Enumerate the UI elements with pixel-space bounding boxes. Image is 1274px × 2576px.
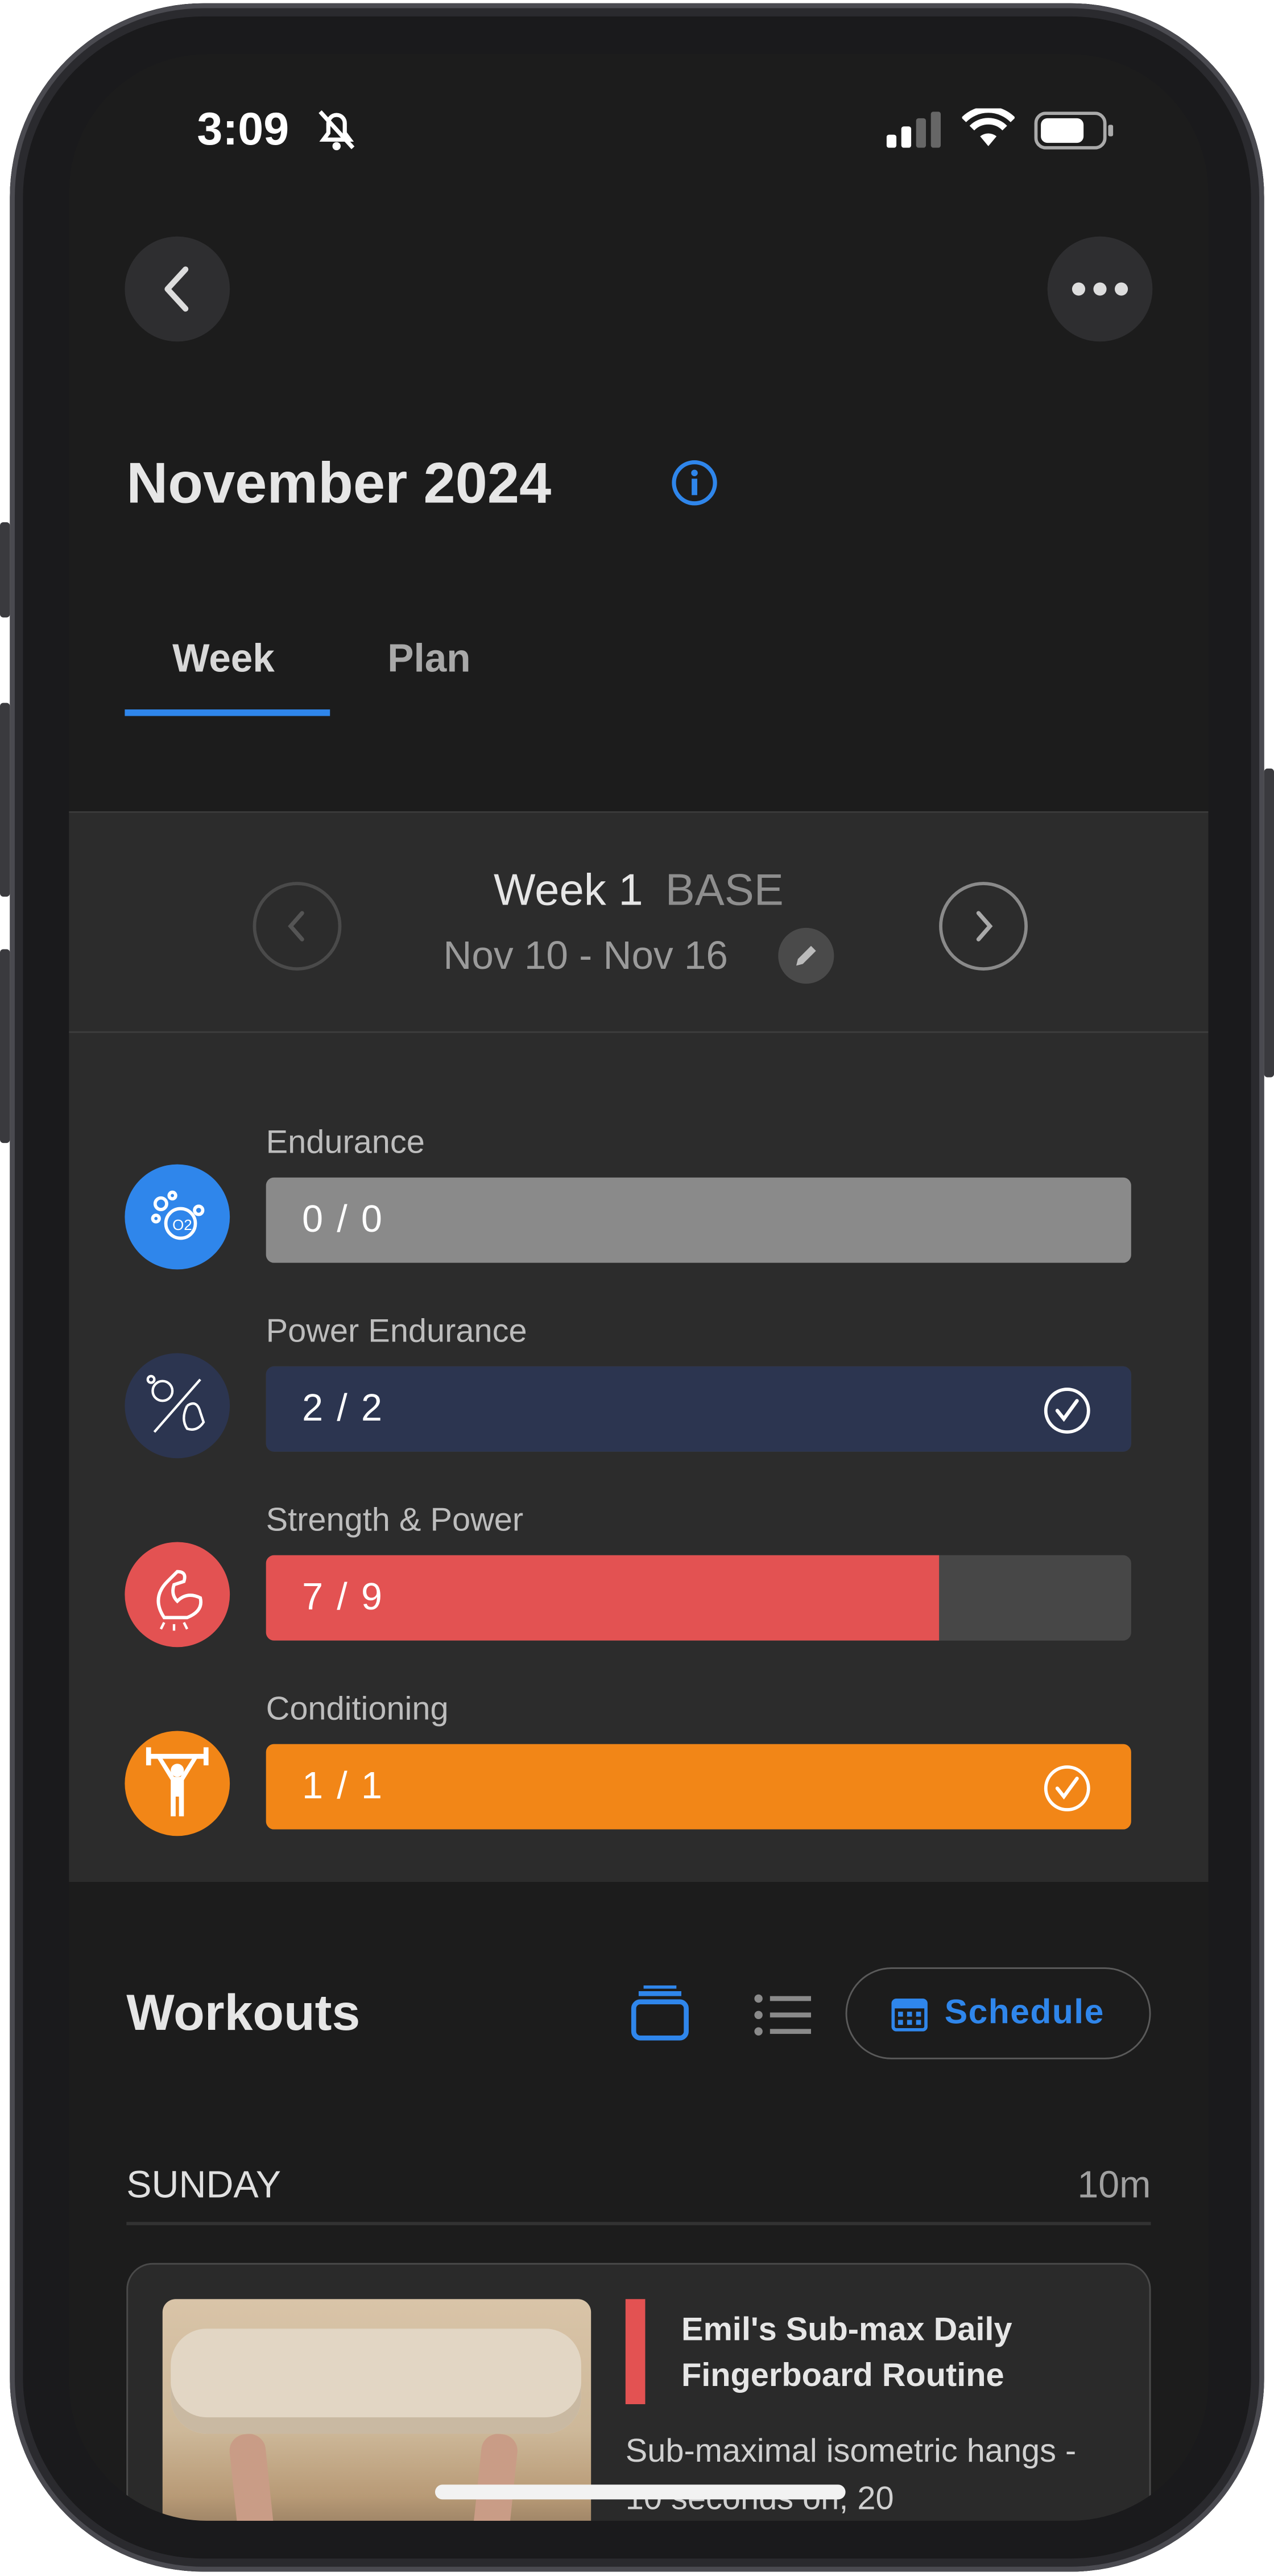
pencil-icon bbox=[796, 946, 816, 966]
category-progress-bar: 2 / 2 bbox=[266, 1366, 1131, 1452]
mute-switch bbox=[0, 522, 10, 618]
bell-slash-icon bbox=[318, 110, 355, 151]
category-progress-bar: 0 / 0 bbox=[266, 1177, 1131, 1263]
back-button[interactable] bbox=[125, 236, 230, 342]
active-tab-indicator bbox=[125, 709, 330, 716]
progress-fill bbox=[266, 1555, 939, 1641]
progress-value: 7 / 9 bbox=[302, 1575, 384, 1618]
week-number: Week 1 bbox=[493, 865, 643, 915]
fingerboard-image bbox=[171, 2329, 581, 2434]
wifi-icon bbox=[962, 108, 1015, 146]
category-progress-bar: 7 / 9 bbox=[266, 1555, 1131, 1641]
tab-week[interactable]: Week bbox=[172, 637, 275, 682]
flexed-arm-icon bbox=[125, 1542, 230, 1648]
svg-text:O2: O2 bbox=[172, 1216, 192, 1233]
edit-dates-button[interactable] bbox=[778, 927, 834, 984]
day-label: SUNDAY bbox=[126, 2162, 282, 2206]
previous-week-button[interactable] bbox=[253, 882, 342, 971]
workout-thumbnail bbox=[162, 2299, 592, 2521]
info-icon[interactable] bbox=[670, 458, 719, 507]
arm-image bbox=[466, 2432, 519, 2521]
arm-image bbox=[228, 2432, 282, 2521]
category-progress-bar: 1 / 1 bbox=[266, 1744, 1131, 1830]
week-phase: BASE bbox=[665, 865, 784, 915]
divider bbox=[126, 2222, 1151, 2226]
workout-description: Sub-maximal isometric hangs - 10 seconds… bbox=[625, 2433, 1077, 2518]
chevron-left-icon bbox=[164, 266, 189, 312]
category-accent-bar bbox=[625, 2299, 646, 2404]
ellipsis-icon bbox=[1072, 282, 1128, 296]
progress-fill bbox=[266, 1744, 1131, 1830]
workouts-title: Workouts bbox=[126, 1984, 361, 2042]
signal-icon bbox=[886, 112, 941, 148]
page-title: November 2024 bbox=[126, 451, 552, 516]
power-button bbox=[1264, 768, 1274, 1078]
oxygen-icon: O2 bbox=[125, 1164, 230, 1270]
category-label: Conditioning bbox=[266, 1691, 449, 1728]
week-date-range: Nov 10 - Nov 16 bbox=[443, 934, 728, 979]
volume-down-button bbox=[0, 949, 10, 1143]
home-indicator[interactable] bbox=[435, 2484, 846, 2500]
schedule-button[interactable]: Schedule bbox=[845, 1967, 1151, 2059]
list-view-icon[interactable] bbox=[754, 1992, 813, 2038]
progress-value: 0 / 0 bbox=[302, 1197, 384, 1240]
chevron-left-icon bbox=[288, 911, 304, 942]
category-label: Endurance bbox=[266, 1125, 425, 1161]
category-label: Strength & Power bbox=[266, 1502, 524, 1539]
progress-fill bbox=[266, 1177, 1131, 1263]
workout-card[interactable]: Emil's Sub-max Daily Fingerboard Routine… bbox=[126, 2263, 1151, 2521]
tab-plan[interactable]: Plan bbox=[387, 637, 471, 682]
schedule-label: Schedule bbox=[944, 1993, 1105, 2032]
calendar-icon bbox=[892, 1998, 928, 2032]
week-panel: Week 1 BASE Nov 10 - Nov 16 Endurance O2… bbox=[69, 811, 1209, 1883]
checkmark-circle-icon bbox=[1044, 1765, 1090, 1811]
volume-up-button bbox=[0, 703, 10, 897]
day-duration: 10m bbox=[1077, 2162, 1151, 2206]
week-heading: Week 1 BASE bbox=[69, 865, 1208, 916]
progress-value: 2 / 2 bbox=[302, 1386, 384, 1429]
chevron-right-icon bbox=[976, 911, 993, 942]
weightlifter-icon bbox=[125, 1731, 230, 1836]
screen: 3:09 November 2024 Week Plan Week 1 bbox=[69, 54, 1209, 2521]
progress-fill bbox=[266, 1366, 1131, 1452]
workout-title: Emil's Sub-max Daily Fingerboard Routine bbox=[681, 2312, 1012, 2395]
card-view-icon[interactable] bbox=[630, 1985, 689, 2041]
next-week-button[interactable] bbox=[939, 882, 1028, 971]
more-button[interactable] bbox=[1047, 236, 1153, 342]
oxygen-muscle-icon bbox=[125, 1353, 230, 1459]
category-label: Power Endurance bbox=[266, 1314, 527, 1350]
divider bbox=[69, 1031, 1209, 1033]
battery-icon bbox=[1034, 112, 1114, 150]
checkmark-circle-icon bbox=[1044, 1388, 1090, 1434]
status-time: 3:09 bbox=[197, 103, 289, 155]
progress-value: 1 / 1 bbox=[302, 1764, 384, 1807]
